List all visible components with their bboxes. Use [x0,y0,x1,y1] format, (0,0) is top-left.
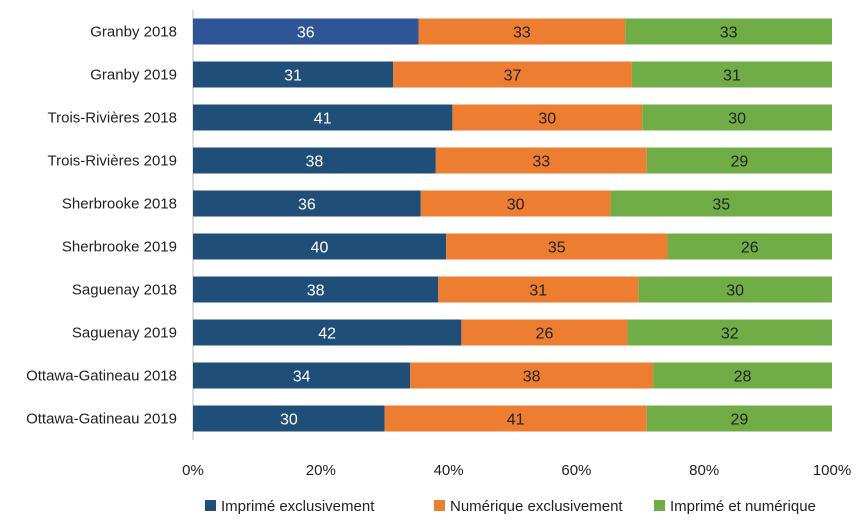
data-label: 30 [726,283,744,300]
data-label: 30 [728,111,746,128]
bar-segment [410,362,654,389]
bar-segment [631,61,832,88]
data-label: 30 [280,412,298,429]
data-label: 40 [311,240,329,257]
data-label: 36 [298,197,316,214]
bar-segment [193,18,419,45]
category-label: Sherbrooke 2018 [62,196,177,213]
data-label: 31 [529,283,547,300]
data-label: 31 [723,68,741,85]
bar-segment [193,61,394,88]
bar-segment [625,18,832,45]
bar-segment [435,147,647,174]
data-label: 41 [314,111,332,128]
legend-swatch [434,500,445,511]
data-label: 31 [284,68,302,85]
bar-segment [667,233,832,260]
legend-label: Numérique exclusivement [450,498,623,515]
bar-segment [627,319,832,346]
data-label: 38 [306,154,324,171]
category-label: Trois-Rivières 2018 [48,110,178,127]
x-tick-label: 0% [182,462,204,479]
category-label: Saguenay 2018 [72,282,177,299]
category-label: Ottawa-Gatineau 2018 [26,368,177,385]
data-label: 38 [523,369,541,386]
bar-segment [384,405,647,432]
x-tick-label: 40% [434,462,464,479]
data-label: 41 [507,412,525,429]
x-tick-label: 80% [689,462,719,479]
x-tick-label: 100% [813,462,851,479]
data-label: 29 [730,412,748,429]
category-label: Trois-Rivières 2019 [48,153,178,170]
data-label: 26 [536,326,554,343]
x-tick-label: 60% [561,462,591,479]
legend-swatch [654,500,665,511]
data-label: 33 [513,25,531,42]
data-label: 26 [741,240,759,257]
bar-segment [610,190,832,217]
bar-segment [461,319,628,346]
data-label: 37 [504,68,522,85]
data-label: 34 [293,369,311,386]
bar-segment [418,18,626,45]
legend-swatch [205,500,216,511]
data-label: 29 [730,154,748,171]
data-label: 28 [734,369,752,386]
category-label: Saguenay 2019 [72,325,177,342]
bar-segment [193,104,453,131]
bar-segment [193,362,411,389]
data-label: 35 [548,240,566,257]
bar-segment [653,362,832,389]
bar-segment [646,147,832,174]
data-label: 30 [507,197,525,214]
bar-segment [642,104,832,131]
bar-segment [638,276,832,303]
category-label: Granby 2018 [90,24,177,41]
category-label: Granby 2019 [90,67,177,84]
bar-segment [193,276,439,303]
bar-segment [193,319,462,346]
data-label: 36 [297,25,315,42]
data-label: 30 [538,111,556,128]
bar-segment [446,233,668,260]
legend-label: Imprimé et numérique [670,498,816,515]
bar-segment [193,405,385,432]
data-label: 42 [318,326,336,343]
data-label: 33 [532,154,550,171]
bar-segment [438,276,639,303]
data-label: 35 [712,197,730,214]
category-label: Sherbrooke 2019 [62,239,177,256]
data-label: 38 [307,283,325,300]
bar-segment [193,147,436,174]
bar-segment [420,190,611,217]
bar-segment [646,405,832,432]
bar-segment [193,233,447,260]
data-label: 32 [721,326,739,343]
bar-segment [452,104,643,131]
data-label: 33 [720,25,738,42]
category-label: Ottawa-Gatineau 2019 [26,411,177,428]
x-tick-label: 20% [306,462,336,479]
bar-segment [193,190,421,217]
legend-label: Imprimé exclusivement [221,498,375,515]
bar-segment [393,61,632,88]
